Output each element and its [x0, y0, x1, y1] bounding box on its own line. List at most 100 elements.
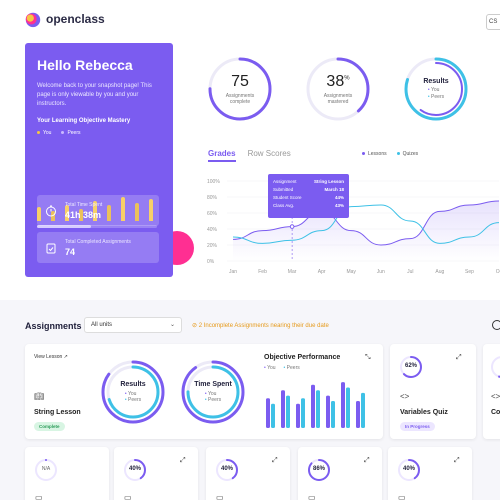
y-tick-label: 100% — [207, 179, 220, 185]
mastery-scroll[interactable] — [37, 225, 157, 228]
bar-you — [296, 403, 300, 428]
tooltip-value: 44% — [334, 195, 344, 201]
mastery-scroll-thumb[interactable] — [37, 225, 91, 228]
user-menu-button[interactable]: CS — [486, 14, 500, 30]
y-tick-label: 40% — [207, 227, 218, 233]
expand-icon[interactable]: ⤢ — [364, 457, 370, 464]
assignments-mastered-ring: 38% Assignments mastered — [305, 56, 371, 122]
ring-progress — [35, 459, 57, 481]
you-arc — [181, 360, 245, 424]
unit-filter-value: All units — [91, 322, 113, 328]
stopwatch-icon — [46, 205, 56, 216]
lessons-area — [233, 201, 499, 261]
time-spent-value: 41h 38m — [65, 209, 102, 220]
expand-icon[interactable]: ⤢ — [454, 457, 460, 464]
bar-you — [356, 401, 360, 428]
results-legend: • You • Peers — [124, 391, 142, 403]
peers-arc — [106, 365, 160, 419]
ring-value: 38% — [326, 72, 350, 90]
search-icon[interactable] — [492, 320, 500, 330]
completed-assignments-value: 74 — [65, 246, 76, 257]
variables-quiz-card[interactable]: 62% ⤢ <> Variables Quiz In Progress — [390, 344, 476, 439]
tooltip-key: Assignment — [273, 179, 297, 184]
progress-percent: 86% — [312, 466, 325, 472]
time-spent-label: Total Time Spent — [65, 201, 103, 208]
mastery-bar — [65, 205, 69, 221]
ring-value: 75 — [231, 72, 249, 90]
tab-row-scores[interactable]: Row Scores — [247, 149, 291, 158]
progress-ring — [491, 356, 500, 378]
completed-assignments-box: Total Completed Assignments 74 — [37, 232, 159, 263]
expand-icon[interactable]: ⤢ — [272, 457, 278, 464]
bar-you — [311, 384, 315, 428]
y-tick-label: 80% — [207, 195, 218, 201]
mastery-bar — [107, 205, 111, 221]
assignment-card[interactable]: 40% ⤢ ▭ — [114, 447, 198, 500]
chart-legend: Lessons Quizes — [362, 151, 418, 157]
due-warning[interactable]: ⊘ 2 Incomplete Assignments nearing their… — [192, 323, 329, 329]
progress-ring — [216, 459, 238, 481]
mastery-title: Your Learning Objective Mastery — [37, 118, 131, 124]
y-tick-label: 20% — [207, 243, 218, 249]
bar-you — [326, 395, 330, 428]
brand-name: openclass — [46, 12, 105, 26]
expand-icon[interactable]: ⤢ — [456, 354, 462, 361]
card-title: Co — [491, 409, 500, 416]
bar-peers — [331, 401, 335, 428]
clipboard-check-icon — [46, 243, 56, 253]
book-icon: ▭ — [124, 493, 132, 500]
card-title: Variables Quiz — [400, 409, 448, 416]
progress-ring — [208, 57, 272, 121]
grades-line-chart[interactable]: 100% 80% 60% 40% 20% 0% Jan Feb Mar Apr May Jun Jul A… — [205, 172, 500, 282]
ring-progress — [306, 57, 370, 121]
card-title: String Lesson — [34, 409, 81, 416]
x-tick-label: Sep — [465, 269, 474, 275]
objective-title: Objective Performance — [264, 354, 341, 361]
ring-caption: Assignments complete — [225, 92, 255, 106]
tab-grades[interactable]: Grades — [208, 149, 236, 162]
bar-you — [281, 390, 285, 428]
results-ring — [101, 360, 165, 424]
assignments-complete-ring: 75 Assignments complete — [207, 56, 273, 122]
tooltip-value: String Lesson — [313, 179, 344, 184]
chart-tooltip: Assignment String Lesson Submitted March 1… — [268, 174, 349, 218]
tooltip-key: Class Avg. — [273, 203, 295, 209]
ring-progress — [208, 57, 272, 121]
assignment-card[interactable]: 40% ⤢ ▭ — [206, 447, 290, 500]
time-legend: • You • Peers — [204, 391, 222, 403]
brand-logo[interactable]: openclass — [24, 10, 105, 28]
mastery-bar — [93, 201, 97, 221]
tooltip-key: Student Score — [273, 195, 302, 201]
expand-icon[interactable]: ⤢ — [180, 457, 186, 464]
assignment-card[interactable]: N/A ▭ — [25, 447, 109, 500]
ring-progress — [398, 459, 420, 481]
collapse-icon[interactable]: ⤡ — [365, 354, 371, 361]
external-link-icon: ↗ — [63, 354, 68, 360]
progress-ring — [124, 459, 146, 481]
warning-icon: ⊘ — [192, 323, 198, 329]
chevron-down-icon: ⌄ — [169, 322, 175, 328]
time-spent-ring — [181, 360, 245, 424]
status-badge: Complete — [34, 422, 65, 431]
x-tick-label: Oc — [496, 269, 500, 275]
legend-lessons: Lessons — [362, 151, 387, 157]
x-tick-label: Mar — [288, 269, 297, 275]
view-lesson-link[interactable]: View Lesson ↗ — [34, 354, 68, 360]
assignment-card[interactable]: 40% ⤢ ▭ — [388, 447, 472, 500]
x-tick-label: May — [346, 269, 356, 275]
x-tick-label: Apr — [318, 269, 326, 275]
ring-progress — [124, 459, 146, 481]
mastery-bar — [135, 203, 139, 221]
mastery-bar — [37, 207, 41, 221]
x-tick-label: Jan — [229, 269, 237, 275]
y-tick-label: 60% — [207, 211, 218, 217]
ring-progress — [216, 459, 238, 481]
unit-filter-select[interactable]: All units ⌄ — [84, 317, 182, 333]
book-icon: ▭ — [35, 493, 43, 500]
string-lesson-card[interactable]: View Lesson ↗ 📖︎ String Lesson Complete … — [25, 344, 383, 439]
assignment-card-partial[interactable]: <> Co — [483, 344, 500, 439]
series-line-lessons — [232, 200, 500, 246]
assignments-title: Assignments — [25, 321, 82, 331]
assignment-card[interactable]: 86% ⤢ ▭ — [298, 447, 382, 500]
mastery-legend: You Peers — [37, 130, 161, 136]
